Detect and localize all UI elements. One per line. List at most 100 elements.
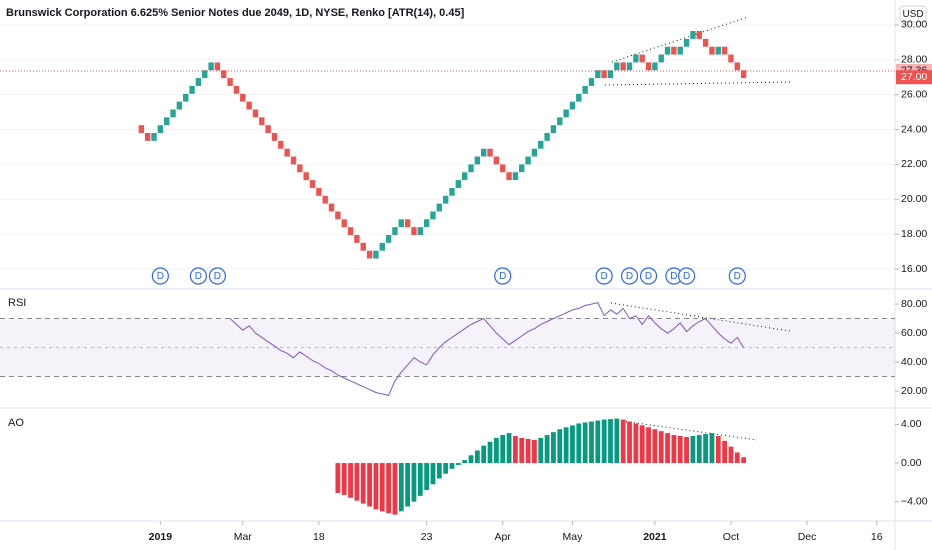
ao-bar (633, 423, 639, 464)
renko-brick (614, 62, 620, 71)
y-tick-label: 20.00 (901, 385, 927, 397)
renko-brick (658, 54, 664, 63)
x-tick-label: May (563, 531, 584, 543)
renko-brick (595, 70, 601, 79)
renko-brick (189, 85, 195, 94)
ao-bar (709, 433, 715, 464)
y-tick-label: 28.00 (901, 54, 927, 66)
renko-brick (683, 38, 690, 47)
renko-brick (633, 54, 639, 63)
renko-brick (398, 219, 404, 228)
rsi-line (229, 302, 745, 396)
renko-brick (645, 62, 652, 71)
pane-title: RSI (8, 297, 26, 309)
renko-brick (576, 93, 582, 102)
ao-bar (627, 421, 632, 464)
renko-brick (423, 219, 430, 228)
ao-bar (665, 433, 670, 464)
ao-bar (696, 435, 702, 464)
chart-title: Brunswick Corporation 6.625% Senior Note… (6, 7, 465, 19)
renko-brick (740, 70, 747, 79)
renko-brick (702, 38, 709, 47)
renko-brick (696, 31, 702, 39)
renko-brick (639, 54, 645, 63)
ao-bar (455, 463, 461, 465)
dividend-label: D (683, 271, 690, 282)
renko-brick (411, 227, 417, 236)
dividend-marker (677, 267, 696, 285)
renko-brick (284, 148, 290, 157)
ao-bar (424, 463, 430, 491)
ao-bar (386, 463, 391, 514)
renko-brick (417, 227, 423, 236)
dividend-label: D (157, 271, 164, 282)
renko-brick (512, 172, 519, 181)
ao-bar (703, 434, 708, 464)
ao-bar (513, 436, 518, 464)
renko-brick (328, 203, 335, 212)
ao-bar (563, 427, 569, 464)
renko-brick (525, 156, 531, 165)
dividend-label: D (214, 271, 221, 282)
x-tick-label: 18 (313, 531, 325, 543)
ao-bar (373, 463, 379, 510)
y-tick-label: 18.00 (901, 228, 927, 240)
renko-brick (601, 70, 607, 79)
x-tick-label: Mar (234, 531, 253, 543)
ao-bar (481, 445, 487, 464)
x-tick-label: 2019 (149, 531, 173, 543)
renko-brick (360, 242, 366, 251)
ao-bar (367, 463, 372, 507)
ao-bar (658, 431, 664, 464)
renko-brick (151, 133, 157, 141)
ao-bar (652, 429, 658, 464)
renko-brick (176, 101, 183, 110)
renko-brick (265, 125, 271, 134)
renko-brick (455, 180, 462, 188)
dividend-label: D (195, 271, 202, 282)
renko-brick (246, 101, 252, 110)
renko-brick (557, 117, 563, 126)
renko-brick (240, 93, 246, 102)
y-tick-label: 24.00 (901, 123, 927, 135)
ao-bar (436, 463, 442, 479)
ao-bar (398, 463, 404, 512)
renko-brick (607, 70, 614, 79)
ao-bar (551, 432, 556, 464)
renko-brick (278, 140, 284, 149)
renko-brick (671, 46, 677, 55)
ao-bar (487, 441, 493, 464)
renko-brick (690, 31, 696, 39)
dividend-marker (728, 267, 746, 285)
renko-brick (715, 46, 721, 55)
dividend-label: D (626, 271, 633, 282)
ao-bar (341, 463, 347, 495)
renko-brick (271, 133, 278, 141)
renko-brick (366, 250, 373, 259)
ao-bar (734, 452, 740, 464)
renko-brick (183, 93, 189, 102)
ao-bar (684, 436, 689, 464)
renko-brick (195, 78, 202, 86)
price-label-box (896, 70, 932, 85)
ao-bar (411, 463, 417, 502)
renko-brick (709, 46, 715, 55)
ao-bar (677, 436, 683, 464)
renko-brick (721, 46, 728, 55)
ao-bar (690, 436, 696, 464)
dividend-marker (151, 267, 169, 285)
renko-brick (316, 187, 322, 196)
renko-brick (309, 180, 316, 188)
y-tick-label: 20.00 (901, 193, 927, 205)
ao-bar (417, 463, 423, 496)
y-tick-label: −4.00 (901, 495, 928, 507)
ao-bar (500, 435, 506, 464)
ao-bar (493, 437, 499, 464)
x-tick-label: 2021 (643, 531, 667, 543)
ao-bar (741, 457, 747, 464)
currency-box[interactable] (899, 5, 927, 23)
renko-brick (341, 219, 347, 228)
ao-bar (608, 419, 613, 464)
ao-bar (589, 421, 594, 464)
renko-brick (297, 164, 303, 173)
